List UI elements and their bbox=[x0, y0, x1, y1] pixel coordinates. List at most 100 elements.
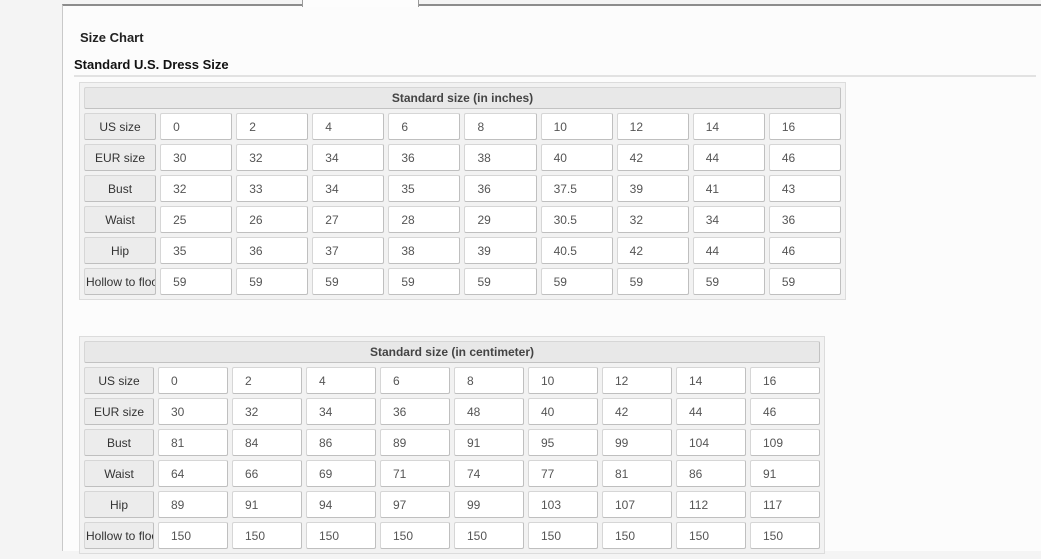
value-cell: 38 bbox=[388, 237, 461, 264]
value-cell: 44 bbox=[692, 144, 765, 171]
value-cell: 36 bbox=[380, 398, 450, 425]
size-table: Standard size (in centimeter) US size 0 2 4 6… bbox=[80, 337, 824, 553]
value-cell: 6 bbox=[380, 367, 450, 394]
value-cell: 35 bbox=[160, 237, 233, 264]
value-cell: 37.5 bbox=[540, 175, 613, 202]
table-row: EUR size 30 32 34 36 38 40 42 44 46 bbox=[84, 144, 841, 171]
row-label-cell: Hollow to floor bbox=[84, 522, 154, 549]
value-cell: 150 bbox=[232, 522, 302, 549]
value-cell: 10 bbox=[528, 367, 598, 394]
value-cell: 27 bbox=[312, 206, 385, 233]
value-cell: 66 bbox=[232, 460, 302, 487]
value-cell: 150 bbox=[750, 522, 820, 549]
table-row: EUR size 30 32 34 36 48 40 42 44 46 bbox=[84, 398, 820, 425]
value-cell: 95 bbox=[528, 429, 598, 456]
value-cell: 107 bbox=[602, 491, 672, 518]
value-cell: 59 bbox=[236, 268, 309, 295]
value-cell: 32 bbox=[160, 175, 233, 202]
value-cell: 2 bbox=[236, 113, 309, 140]
row-label-cell: US size bbox=[84, 113, 157, 140]
value-cell: 40 bbox=[540, 144, 613, 171]
value-cell: 112 bbox=[676, 491, 746, 518]
value-cell: 30 bbox=[160, 144, 233, 171]
value-cell: 26 bbox=[236, 206, 309, 233]
value-cell: 150 bbox=[528, 522, 598, 549]
table-row: Hollow to floor1501501501501501501501501… bbox=[84, 522, 820, 549]
value-cell: 39 bbox=[616, 175, 689, 202]
value-cell: 6 bbox=[388, 113, 461, 140]
value-cell: 91 bbox=[750, 460, 820, 487]
table-row: US size 0 2 4 6 8 10 12 14 16 bbox=[84, 367, 820, 394]
value-cell: 104 bbox=[676, 429, 746, 456]
value-cell: 84 bbox=[232, 429, 302, 456]
value-cell: 32 bbox=[616, 206, 689, 233]
row-label-cell: Hollow to floor bbox=[84, 268, 157, 295]
value-cell: 16 bbox=[768, 113, 841, 140]
value-cell: 29 bbox=[464, 206, 537, 233]
value-cell: 150 bbox=[454, 522, 524, 549]
table-row: US size 0 2 4 6 8 10 12 14 16 bbox=[84, 113, 841, 140]
value-cell: 81 bbox=[158, 429, 228, 456]
value-cell: 34 bbox=[312, 175, 385, 202]
value-cell: 103 bbox=[528, 491, 598, 518]
value-cell: 36 bbox=[464, 175, 537, 202]
value-cell: 42 bbox=[616, 144, 689, 171]
row-label-cell: Bust bbox=[84, 429, 154, 456]
value-cell: 91 bbox=[232, 491, 302, 518]
value-cell: 32 bbox=[232, 398, 302, 425]
value-cell: 34 bbox=[306, 398, 376, 425]
value-cell: 48 bbox=[454, 398, 524, 425]
table-row: Bust 81 84 86 89 91 95 99 104 109 bbox=[84, 429, 820, 456]
value-cell: 86 bbox=[676, 460, 746, 487]
value-cell: 91 bbox=[454, 429, 524, 456]
value-cell: 89 bbox=[158, 491, 228, 518]
value-cell: 34 bbox=[692, 206, 765, 233]
value-cell: 42 bbox=[602, 398, 672, 425]
value-cell: 36 bbox=[768, 206, 841, 233]
value-cell: 59 bbox=[616, 268, 689, 295]
table-row: Bust 32 33 34 35 36 37.5 39 41 43 bbox=[84, 175, 841, 202]
value-cell: 99 bbox=[602, 429, 672, 456]
value-cell: 64 bbox=[158, 460, 228, 487]
size-table: Standard size (in inches) US size 0 2 4 6 8 10 1… bbox=[80, 83, 845, 299]
table-row: Hip 89 91 94 97 99 103 107 112 117 bbox=[84, 491, 820, 518]
value-cell: 69 bbox=[306, 460, 376, 487]
row-label-cell: Waist bbox=[84, 206, 157, 233]
value-cell: 97 bbox=[380, 491, 450, 518]
page-title: Size Chart bbox=[80, 30, 144, 45]
value-cell: 59 bbox=[464, 268, 537, 295]
row-label-cell: EUR size bbox=[84, 144, 157, 171]
value-cell: 86 bbox=[306, 429, 376, 456]
value-cell: 109 bbox=[750, 429, 820, 456]
value-cell: 150 bbox=[676, 522, 746, 549]
value-cell: 81 bbox=[602, 460, 672, 487]
value-cell: 89 bbox=[380, 429, 450, 456]
value-cell: 46 bbox=[750, 398, 820, 425]
table-row: Hip 35 36 37 38 39 40.5 42 44 46 bbox=[84, 237, 841, 264]
value-cell: 46 bbox=[768, 237, 841, 264]
row-label-cell: Waist bbox=[84, 460, 154, 487]
value-cell: 28 bbox=[388, 206, 461, 233]
value-cell: 44 bbox=[692, 237, 765, 264]
tables-container: Standard size (in inches) US size 0 2 4 6 8 10 1… bbox=[79, 82, 1041, 559]
value-cell: 32 bbox=[236, 144, 309, 171]
value-cell: 77 bbox=[528, 460, 598, 487]
value-cell: 8 bbox=[454, 367, 524, 394]
active-tab-stub[interactable] bbox=[302, 0, 419, 7]
value-cell: 2 bbox=[232, 367, 302, 394]
value-cell: 36 bbox=[236, 237, 309, 264]
value-cell: 150 bbox=[158, 522, 228, 549]
value-cell: 40.5 bbox=[540, 237, 613, 264]
value-cell: 46 bbox=[768, 144, 841, 171]
value-cell: 117 bbox=[750, 491, 820, 518]
value-cell: 12 bbox=[616, 113, 689, 140]
value-cell: 14 bbox=[692, 113, 765, 140]
content-panel: Size Chart Standard U.S. Dress Size Stan… bbox=[62, 4, 1041, 554]
value-cell: 59 bbox=[692, 268, 765, 295]
value-cell: 39 bbox=[464, 237, 537, 264]
value-cell: 30.5 bbox=[540, 206, 613, 233]
value-cell: 12 bbox=[602, 367, 672, 394]
value-cell: 33 bbox=[236, 175, 309, 202]
value-cell: 43 bbox=[768, 175, 841, 202]
value-cell: 59 bbox=[388, 268, 461, 295]
